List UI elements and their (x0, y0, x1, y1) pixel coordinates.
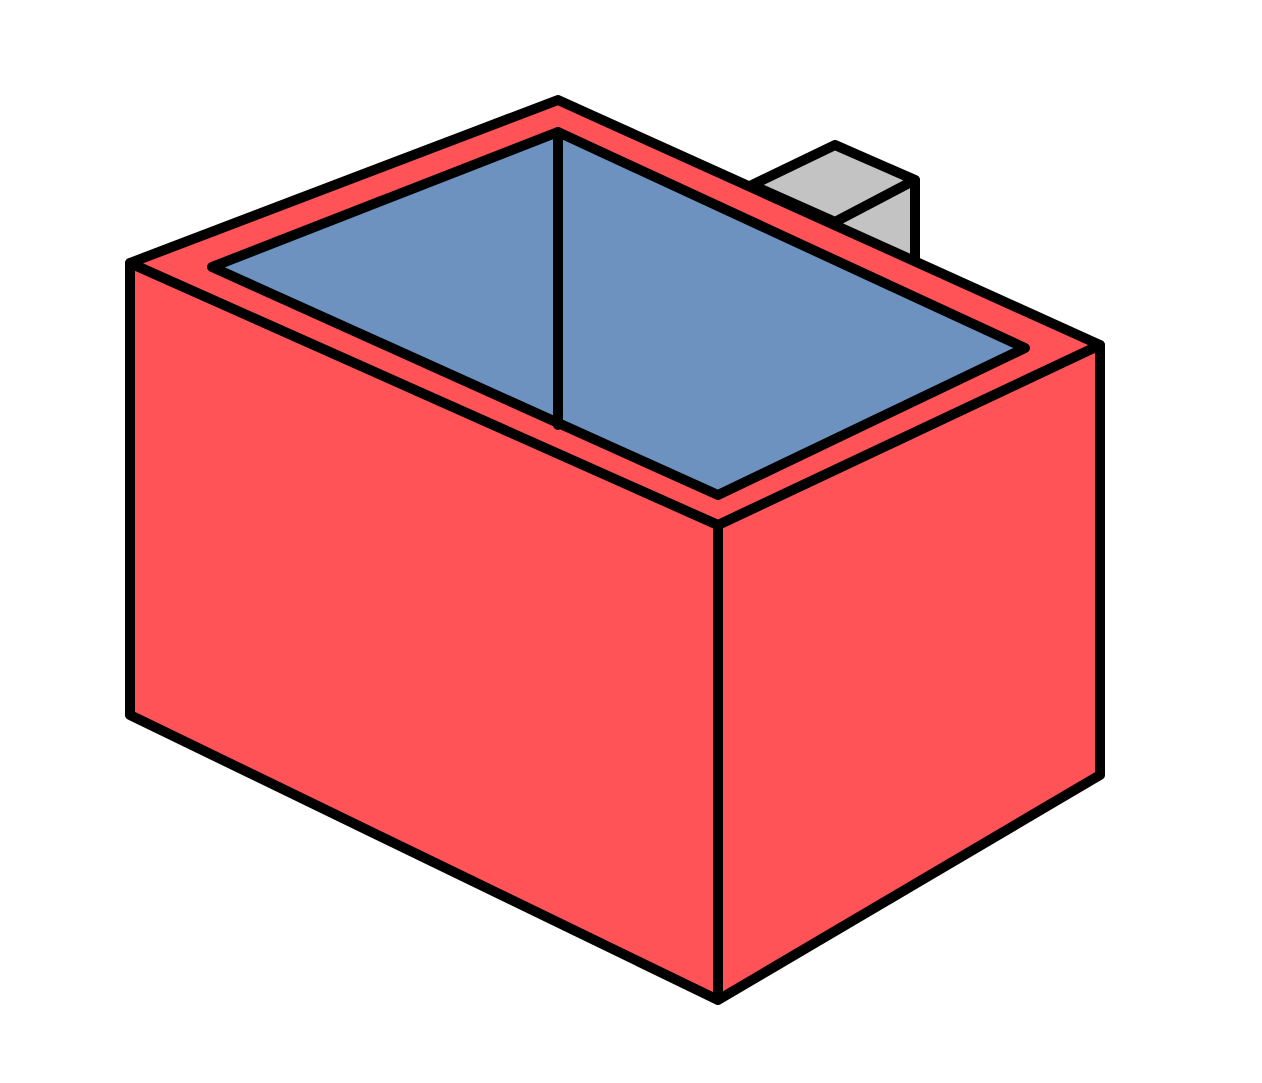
box-interior (207, 127, 1030, 500)
